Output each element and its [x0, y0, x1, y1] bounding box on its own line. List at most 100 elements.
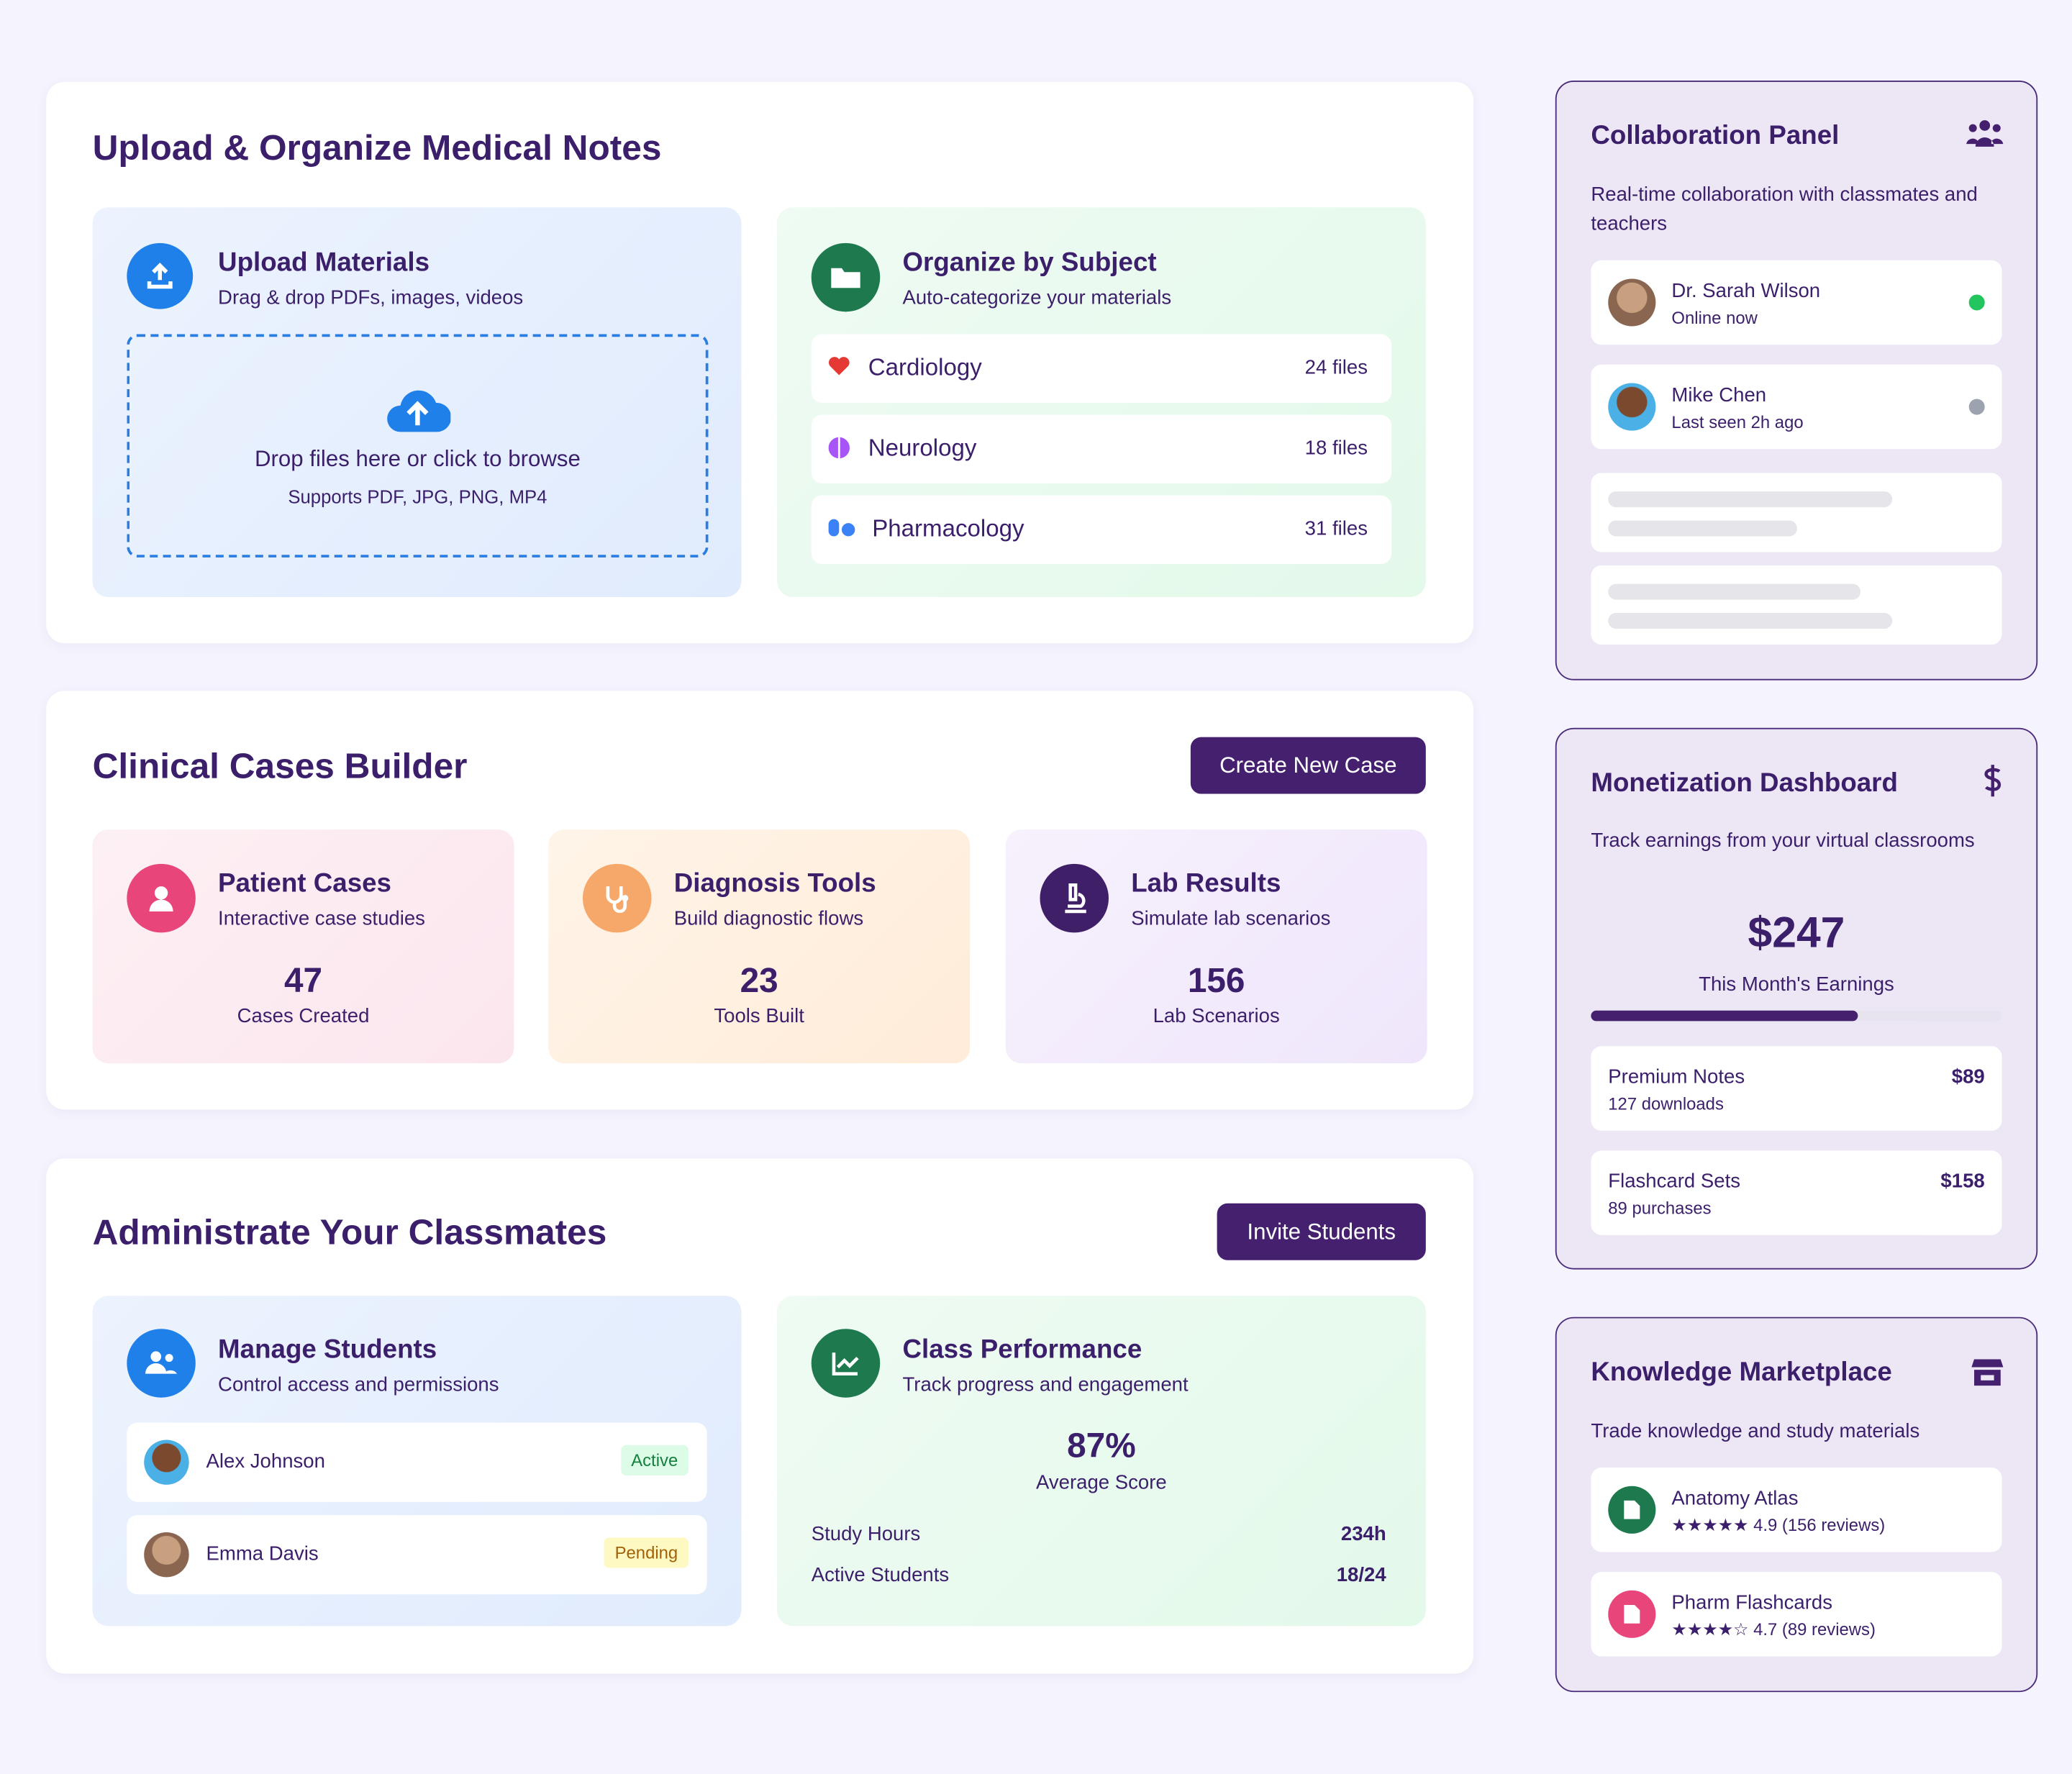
card-value: 47	[283, 960, 323, 1001]
earning-row: Premium Notes 127 downloads $89	[1591, 1046, 2002, 1131]
icon-part	[1966, 137, 2004, 147]
subject-row[interactable]: Neurology 18 files	[811, 414, 1392, 484]
card-subtitle: Interactive case studies	[218, 907, 425, 930]
progress-fill	[1591, 1010, 1858, 1022]
market-row[interactable]: Pharm Flashcards ★★★★☆ 4.7 (89 reviews)	[1591, 1572, 2002, 1657]
icon-part	[154, 886, 168, 900]
subject-row[interactable]: Pharmacology 31 files	[811, 495, 1392, 565]
icon-part	[828, 357, 850, 376]
store-icon	[1971, 1359, 2004, 1386]
icon-part	[1624, 1500, 1640, 1519]
drop-zone[interactable]: Drop files here or click to browse Suppo…	[127, 334, 709, 558]
panel-title: Monetization Dashboard	[1591, 768, 1898, 799]
earning-row: Flashcard Sets 89 purchases $158	[1591, 1150, 2002, 1235]
card-subtitle: Simulate lab scenarios	[1131, 907, 1331, 930]
icon-part	[828, 357, 850, 376]
icon-part	[1981, 1375, 1994, 1380]
panel-title: Manage Students	[218, 1335, 437, 1365]
users-icon	[127, 1329, 196, 1398]
icon-part	[149, 886, 173, 911]
panel-subtitle: Drag & drop PDFs, images, videos	[218, 286, 524, 309]
card-label: Tools Built	[714, 1005, 804, 1028]
card-title: Lab Results	[1131, 869, 1281, 899]
status-badge: Pending	[604, 1537, 689, 1568]
file-count: 31 files	[1304, 517, 1368, 541]
avatar	[144, 1532, 189, 1578]
icon-part	[828, 519, 855, 537]
subject-name: Neurology	[868, 435, 977, 461]
card-icon	[127, 863, 196, 933]
panel-subtitle: Track progress and engagement	[902, 1373, 1189, 1396]
icon-part	[622, 895, 629, 902]
upload-panel: Upload Materials Drag & drop PDFs, image…	[92, 207, 742, 597]
icon-part	[1984, 765, 2001, 797]
item-rating: ★★★★★ 4.9 (156 reviews)	[1671, 1515, 1886, 1535]
icon-part	[1968, 124, 1977, 132]
file-count: 24 files	[1304, 356, 1368, 379]
progress-track	[1591, 1010, 2002, 1022]
presence-dot	[1968, 399, 1985, 415]
file-count: 18 files	[1304, 437, 1368, 460]
icon-part	[145, 1351, 178, 1374]
panel-description: Real-time collaboration with classmates …	[1591, 183, 1978, 235]
skeleton	[1608, 491, 1893, 508]
card-label: Lab Scenarios	[1153, 1005, 1280, 1028]
stat-value: 234h	[1340, 1523, 1386, 1546]
card-value: 23	[740, 960, 778, 1001]
student-row: Alex Johnson Active	[127, 1422, 707, 1502]
case-card: Lab Results Simulate lab scenarios 156 Lab …	[1005, 829, 1427, 1064]
icon-part	[1971, 1359, 2004, 1386]
collaboration-panel: Collaboration Panel Real-time collaborat…	[1555, 81, 2038, 681]
create-case-button[interactable]: Create New Case	[1190, 737, 1426, 794]
icon-part	[145, 1363, 178, 1374]
loading-item	[1591, 565, 2002, 645]
earnings: $247	[1748, 907, 1845, 957]
stat-label: Active Students	[811, 1564, 950, 1587]
icon-part	[1992, 124, 2001, 132]
student-name: Emma Davis	[206, 1542, 319, 1565]
drop-hint: Supports PDF, JPG, PNG, MP4	[288, 486, 547, 508]
case-card: Diagnosis Tools Build diagnostic flows 23 T…	[548, 829, 971, 1064]
student-row: Emma Davis Pending	[127, 1515, 707, 1595]
panel-title: Collaboration Panel	[1591, 121, 1840, 151]
case-card: Patient Cases Interactive case studies 47 C…	[92, 829, 514, 1064]
icon-part	[147, 263, 173, 289]
avatar	[144, 1439, 189, 1485]
avatar	[1608, 383, 1656, 431]
marketplace-panel: Knowledge Marketplace Trade knowledge an…	[1555, 1316, 2038, 1693]
item-price: $158	[1940, 1170, 1985, 1193]
item-detail: 89 purchases	[1608, 1198, 1712, 1218]
invite-button[interactable]: Invite Students	[1217, 1203, 1426, 1260]
card-value: 156	[1187, 960, 1245, 1001]
subject-icon	[827, 517, 856, 545]
item-name: Pharm Flashcards	[1671, 1591, 1832, 1614]
card-icon	[582, 863, 652, 933]
card-title: Patient Cases	[218, 869, 391, 899]
student-name: Alex Johnson	[206, 1450, 325, 1473]
group-icon	[1966, 120, 2004, 147]
icon-part	[1624, 1604, 1640, 1624]
item-price: $89	[1951, 1065, 1985, 1089]
member-name: Dr. Sarah Wilson	[1671, 280, 1821, 303]
subject-name: Cardiology	[868, 354, 982, 381]
member-row: Mike Chen Last seen 2h ago	[1591, 364, 2002, 450]
subject-row[interactable]: Cardiology 24 files	[811, 334, 1392, 404]
section-title: Administrate Your Classmates	[92, 1212, 607, 1252]
status-badge: Active	[620, 1445, 689, 1476]
manage-panel: Manage Students Control access and permi…	[92, 1296, 742, 1627]
member-name: Mike Chen	[1671, 384, 1767, 407]
classmates-section: Administrate Your Classmates Invite Stud…	[46, 1158, 1473, 1674]
upload-section: Upload & Organize Medical Notes Upload M…	[46, 81, 1473, 644]
icon-part	[606, 886, 627, 913]
icon-part	[606, 886, 629, 913]
card-subtitle: Build diagnostic flows	[673, 907, 864, 930]
monetization-panel: Monetization Dashboard Track earnings fr…	[1555, 727, 2038, 1270]
avatar	[1608, 278, 1656, 327]
market-row[interactable]: Anatomy Atlas ★★★★★ 4.9 (156 reviews)	[1591, 1468, 2002, 1552]
item-name: Anatomy Atlas	[1671, 1487, 1799, 1510]
panel-description: Track earnings from your virtual classro…	[1591, 829, 1975, 852]
average-score: 87%	[1067, 1425, 1136, 1465]
icon-part	[1624, 1604, 1640, 1624]
score-label: Average Score	[1036, 1471, 1167, 1494]
